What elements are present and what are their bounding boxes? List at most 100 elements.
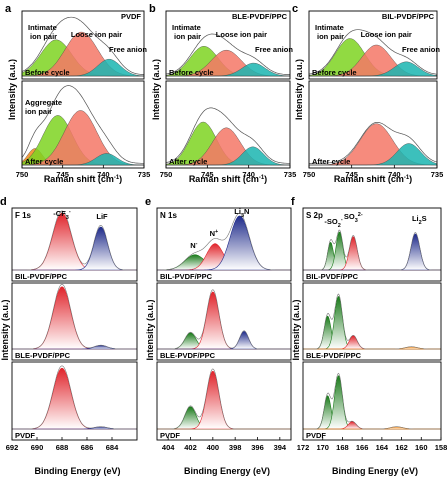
annotation-free: Free anion xyxy=(109,45,147,54)
x-tick-label: 745 xyxy=(56,170,69,179)
subplot-frame xyxy=(11,282,138,361)
annotation-intimate-2: ion pair xyxy=(317,32,344,41)
cycle-label: After cycle xyxy=(25,157,63,166)
x-tick-label: 745 xyxy=(201,170,214,179)
peak-annotation: N+ xyxy=(210,229,219,238)
annotation-loose: Loose ion pair xyxy=(216,30,267,39)
y-axis-label: Intensity (a.u.) xyxy=(151,59,161,120)
panel-letter: a xyxy=(5,3,12,15)
subplot-frame xyxy=(165,80,291,169)
x-axis-label: Raman shift (cm-1) xyxy=(189,174,267,184)
panel-title: PVDF xyxy=(121,12,141,21)
subplot-frame xyxy=(156,361,292,441)
peak-teal xyxy=(166,62,291,77)
subplot-frame xyxy=(156,282,292,361)
panel-title: F 1s xyxy=(15,211,32,220)
envelope-curve xyxy=(157,368,291,430)
peak-annotation: -SO2- xyxy=(324,217,342,229)
xps-row: BIL-PVDF/PPC xyxy=(11,207,138,282)
x-tick-label: 160 xyxy=(415,443,428,452)
peak-red xyxy=(12,286,137,350)
peak-teal xyxy=(166,146,291,166)
panel-letter: b xyxy=(149,3,156,15)
envelope-curve xyxy=(21,16,145,75)
peak-red xyxy=(157,370,291,430)
x-tick-label: 692 xyxy=(6,443,19,452)
x-tick-label: 735 xyxy=(431,170,444,179)
y-axis-label: Intensity (a.u.) xyxy=(294,59,304,120)
y-axis-label: Intensity (a.u.) xyxy=(7,59,17,120)
panel-title: BLE-PVDF/PPC xyxy=(232,12,288,21)
x-tick-label: 396 xyxy=(251,443,264,452)
envelope-curve xyxy=(303,229,441,271)
x-tick-label: 684 xyxy=(106,443,119,452)
y-axis-label: Intensity (a.u.) xyxy=(0,299,10,360)
xps-row: PVDF xyxy=(302,361,442,441)
x-tick-label: 735 xyxy=(138,170,151,179)
xps-panel-e: e N 1s BIL-PVDF/PPC BLE-PVDF/PPC PVDF N- N+ Li3… xyxy=(145,196,292,476)
x-tick-label: 394 xyxy=(274,443,287,452)
panel-title: S 2p xyxy=(306,211,323,220)
annotation-intimate: Intimate xyxy=(315,23,344,32)
sample-label: BLE-PVDF/PPC xyxy=(306,351,362,360)
envelope-curve xyxy=(308,29,438,75)
xps-row: BIL-PVDF/PPC xyxy=(302,207,442,282)
annotation-free: Free anion xyxy=(255,45,293,54)
peak-annotation: Li3N xyxy=(234,207,249,219)
x-tick-label: 750 xyxy=(303,170,316,179)
cycle-label: After cycle xyxy=(312,157,350,166)
sample-label: PVDF xyxy=(160,431,180,440)
peak-annotation: SO32- xyxy=(344,212,363,224)
x-axis-label: Binding Energy (eV) xyxy=(34,466,120,476)
raman-subplot-top: Before cycle xyxy=(308,10,438,80)
sample-label: PVDF xyxy=(306,431,326,440)
xps-row: BIL-PVDF/PPC xyxy=(156,207,292,282)
raman-panel-c: c BIL-PVDF/PPC Before cycle After cycle Inti… xyxy=(292,3,443,184)
x-tick-label: 404 xyxy=(162,443,175,452)
annotation-intimate-2: ion pair xyxy=(30,32,57,41)
envelope-curve xyxy=(157,289,291,350)
raman-panel-b: b BLE-PVDF/PPC Before cycle After cycle Inti… xyxy=(149,3,296,184)
annotation-aggregate-2: ion pair xyxy=(25,107,52,116)
xps-panel-f: f S 2p BIL-PVDF/PPC BLE-PVDF/PPC PVDF -SO2- SO… xyxy=(291,196,447,476)
panel-letter: c xyxy=(292,3,298,15)
peak-annotation: LiF xyxy=(96,212,108,221)
sample-label: BIL-PVDF/PPC xyxy=(160,272,213,281)
panel-letter: d xyxy=(0,196,7,208)
cycle-label: Before cycle xyxy=(25,68,70,77)
peak-teal xyxy=(22,59,145,77)
x-axis-label: Raman shift (cm-1) xyxy=(334,174,412,184)
envelope-curve xyxy=(21,85,144,164)
peak-annotation: N- xyxy=(190,241,197,250)
subplot-frame xyxy=(21,80,145,169)
panel-letter: f xyxy=(291,196,295,208)
y-axis-label: Intensity (a.u.) xyxy=(145,299,155,360)
raman-subplot-bottom: After cycle xyxy=(165,80,291,169)
panel-title: N 1s xyxy=(160,211,177,220)
envelope-curve xyxy=(157,213,291,271)
x-tick-label: 168 xyxy=(336,443,349,452)
peak-red xyxy=(157,291,291,350)
peak-teal xyxy=(309,143,438,166)
peak-teal xyxy=(22,153,144,166)
sample-label: BLE-PVDF/PPC xyxy=(160,351,216,360)
x-axis-label: Binding Energy (eV) xyxy=(184,466,270,476)
x-tick-label: 170 xyxy=(316,443,329,452)
envelope-curve xyxy=(303,372,441,430)
subplot-frame xyxy=(302,282,442,361)
x-tick-label: 166 xyxy=(356,443,369,452)
x-tick-label: 750 xyxy=(160,170,173,179)
x-axis-label: Binding Energy (eV) xyxy=(332,466,418,476)
x-tick-label: 402 xyxy=(184,443,197,452)
xps-row: BLE-PVDF/PPC xyxy=(11,282,138,361)
x-tick-label: 740 xyxy=(97,170,110,179)
x-tick-label: 686 xyxy=(81,443,94,452)
subplot-frame xyxy=(11,207,138,282)
cycle-label: Before cycle xyxy=(169,68,214,77)
x-tick-label: 690 xyxy=(31,443,44,452)
x-tick-label: 750 xyxy=(16,170,29,179)
x-tick-label: 740 xyxy=(242,170,255,179)
sample-label: BIL-PVDF/PPC xyxy=(15,272,68,281)
